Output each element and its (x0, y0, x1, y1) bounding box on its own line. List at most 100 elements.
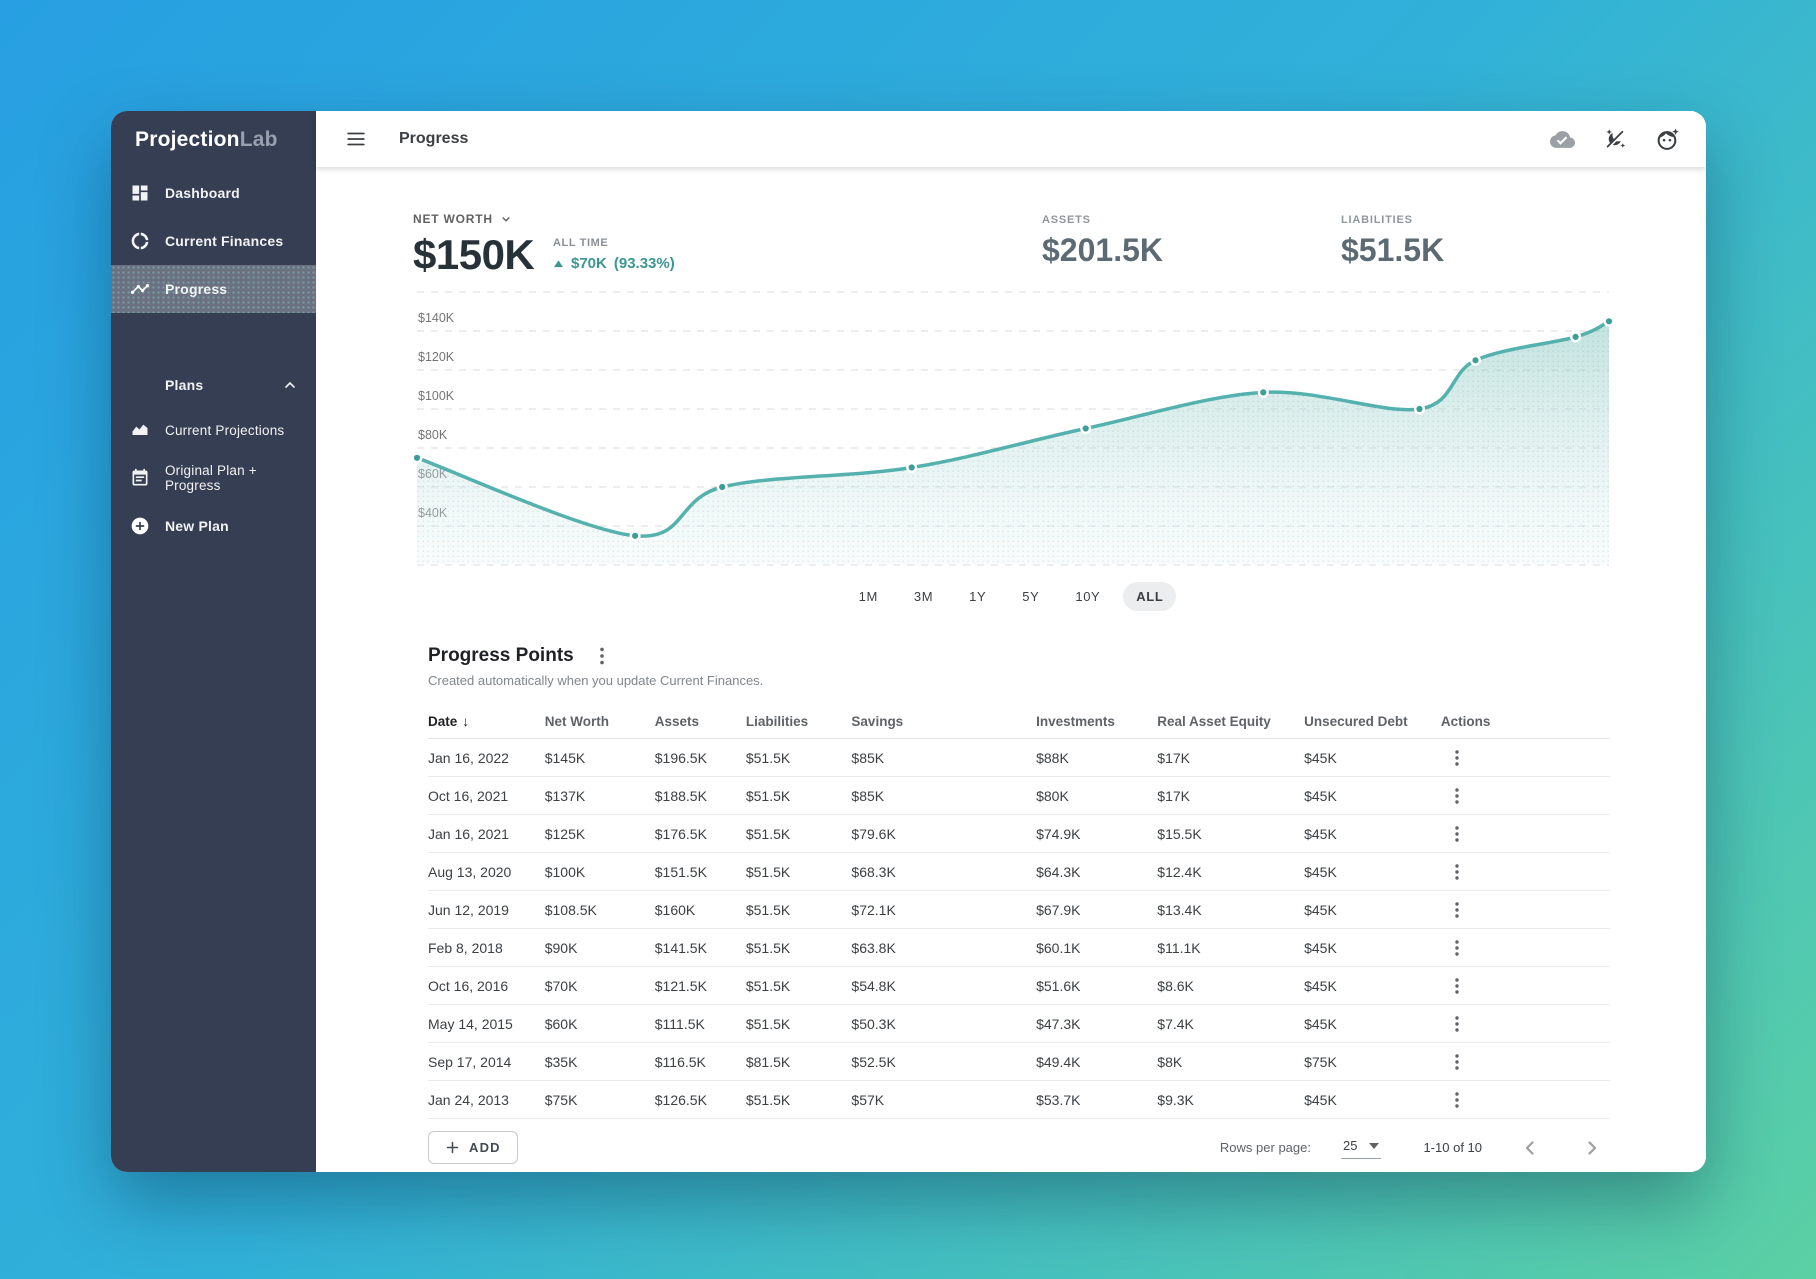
theme-toggle-icon[interactable] (1603, 127, 1627, 151)
table-cell: $176.5K (654, 814, 746, 853)
column-header-net-worth[interactable]: Net Worth (544, 704, 655, 739)
table-cell: $74.9K (1036, 814, 1158, 853)
previous-page-icon[interactable] (1516, 1134, 1544, 1162)
row-actions-button[interactable] (1449, 938, 1465, 958)
row-actions-button[interactable] (1449, 1014, 1465, 1034)
table-cell: $111.5K (654, 1004, 746, 1043)
table-cell: $47.3K (1036, 1004, 1158, 1043)
table-cell: $51.5K (745, 1004, 852, 1043)
row-actions-button[interactable] (1449, 824, 1465, 844)
column-header-real-asset-equity[interactable]: Real Asset Equity (1157, 704, 1305, 739)
sidebar-item-progress[interactable]: Progress (111, 265, 316, 313)
row-actions-cell (1440, 852, 1610, 891)
column-header-date[interactable]: Date ↓ (428, 704, 545, 739)
metric-selector-label: NET WORTH (413, 212, 493, 226)
chart-area-texture (417, 321, 1609, 565)
range-button-all[interactable]: ALL (1123, 582, 1177, 611)
sidebar-item-new-plan[interactable]: New Plan (111, 502, 316, 550)
row-actions-button[interactable] (1449, 900, 1465, 920)
net-worth-chart[interactable]: $140K$120K$100K$80K$60K$40K (411, 290, 1615, 570)
table-cell: $45K (1304, 852, 1441, 891)
chart-data-point[interactable] (411, 452, 423, 464)
sidebar-item-dashboard[interactable]: Dashboard (111, 169, 316, 217)
table-cell: $196.5K (654, 738, 746, 777)
chart-data-point[interactable] (1080, 422, 1092, 434)
row-actions-button[interactable] (1449, 748, 1465, 768)
row-actions-button[interactable] (1449, 1090, 1465, 1110)
chart-data-point[interactable] (1603, 315, 1615, 327)
brand-primary: Projection (135, 128, 240, 151)
progress-points-table: Date ↓ Net Worth Assets Liabilities Savings In… (428, 704, 1610, 1119)
next-page-icon[interactable] (1578, 1134, 1606, 1162)
table-cell: $53.7K (1036, 1080, 1158, 1119)
row-actions-button[interactable] (1449, 786, 1465, 806)
table-cell: Oct 16, 2021 (428, 776, 545, 815)
range-button-3m[interactable]: 3M (901, 582, 946, 611)
range-button-5y[interactable]: 5Y (1009, 582, 1052, 611)
progress-content: NET WORTH $150K ALL TIME $70K (93.33%) A… (316, 167, 1706, 1172)
table-cell: $49.4K (1036, 1042, 1158, 1081)
table-cell: $116.5K (654, 1042, 746, 1081)
y-axis-tick: $80K (418, 428, 448, 442)
chart-data-point[interactable] (629, 530, 641, 542)
chart-data-point[interactable] (1257, 386, 1269, 398)
table-cell: $35K (544, 1042, 655, 1081)
table-cell: $63.8K (851, 928, 1037, 967)
add-progress-point-button[interactable]: ADD (428, 1131, 518, 1164)
table-cell: $17K (1157, 738, 1305, 777)
table-cell: $145K (544, 738, 655, 777)
main-panel: Progress (316, 111, 1706, 1172)
table-cell: $8K (1157, 1042, 1305, 1081)
table-cell: $67.9K (1036, 890, 1158, 929)
table-cell: $7.4K (1157, 1004, 1305, 1043)
section-menu-icon[interactable] (594, 645, 610, 667)
table-cell: $51.5K (745, 1080, 852, 1119)
range-button-1m[interactable]: 1M (846, 582, 891, 611)
menu-icon[interactable] (341, 124, 371, 154)
row-actions-cell (1440, 738, 1610, 777)
chart-data-point[interactable] (1469, 354, 1481, 366)
rows-per-page-select[interactable]: 25 (1340, 1136, 1382, 1159)
column-header-unsecured-debt[interactable]: Unsecured Debt (1304, 704, 1441, 739)
table-cell: $13.4K (1157, 890, 1305, 929)
rows-per-page-label: Rows per page: (1219, 1140, 1311, 1155)
sidebar-item-label: Dashboard (165, 185, 240, 201)
table-cell: $8.6K (1157, 966, 1305, 1005)
range-button-10y[interactable]: 10Y (1062, 582, 1113, 611)
table-cell: $88K (1036, 738, 1158, 777)
column-header-label: Real Asset Equity (1157, 713, 1271, 729)
change-value: $70K (571, 255, 607, 272)
account-icon[interactable] (1655, 127, 1680, 152)
sidebar-item-current-projections[interactable]: Current Projections (111, 406, 316, 454)
column-header-label: Investments (1036, 713, 1115, 729)
area-chart-icon (129, 419, 151, 441)
chart-data-point[interactable] (1414, 403, 1426, 415)
column-header-actions[interactable]: Actions (1440, 704, 1610, 739)
row-actions-cell (1440, 814, 1610, 853)
app-logo: Projection Lab (111, 111, 316, 169)
table-cell: $100K (544, 852, 655, 891)
range-button-1y[interactable]: 1Y (956, 582, 999, 611)
table-row: Sep 17, 2014 $35K $116.5K $81.5K $52.5K $49.4… (428, 1042, 1610, 1081)
plans-section-toggle[interactable]: Plans (111, 375, 316, 395)
metric-selector[interactable]: NET WORTH (413, 212, 534, 226)
column-header-savings[interactable]: Savings (851, 704, 1037, 739)
summary-row: NET WORTH $150K ALL TIME $70K (93.33%) A… (316, 167, 1706, 290)
table-cell: Jan 16, 2022 (428, 738, 545, 777)
topbar: Progress (316, 111, 1706, 167)
column-header-liabilities[interactable]: Liabilities (745, 704, 852, 739)
row-actions-button[interactable] (1449, 862, 1465, 882)
table-cell: $51.5K (745, 738, 852, 777)
chart-data-point[interactable] (716, 481, 728, 493)
row-actions-cell (1440, 890, 1610, 929)
chart-data-point[interactable] (1570, 331, 1582, 343)
sidebar-item-original-plan-progress[interactable]: Original Plan + Progress (111, 454, 316, 502)
chart-data-point[interactable] (906, 461, 918, 473)
table-cell: $68.3K (851, 852, 1037, 891)
column-header-investments[interactable]: Investments (1036, 704, 1158, 739)
table-cell: $121.5K (654, 966, 746, 1005)
row-actions-button[interactable] (1449, 1052, 1465, 1072)
column-header-assets[interactable]: Assets (654, 704, 746, 739)
sidebar-item-current-finances[interactable]: Current Finances (111, 217, 316, 265)
row-actions-button[interactable] (1449, 976, 1465, 996)
